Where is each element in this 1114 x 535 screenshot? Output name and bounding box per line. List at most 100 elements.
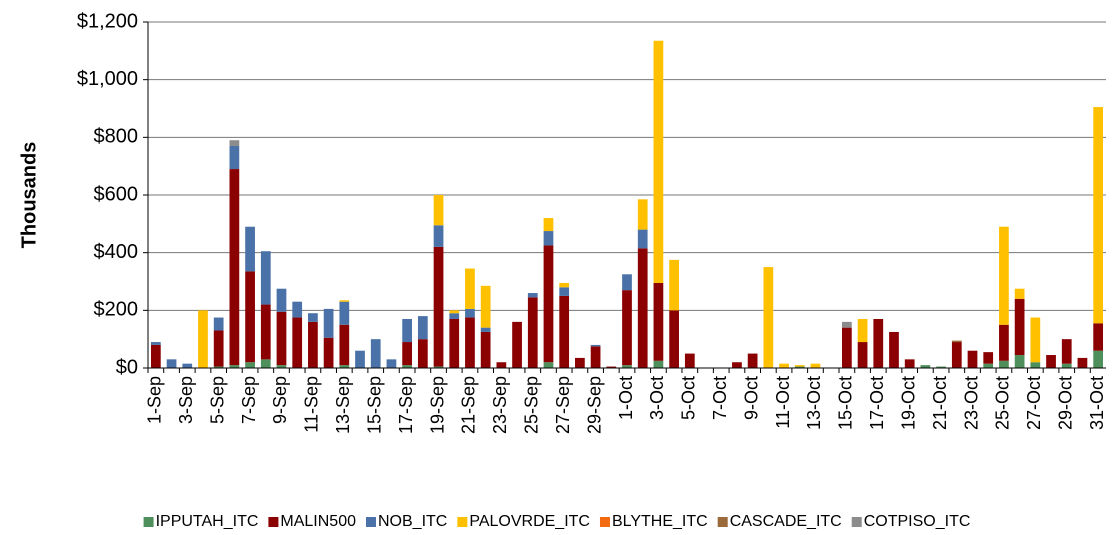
legend-swatch <box>851 517 862 527</box>
bar-segment <box>1061 339 1072 364</box>
legend-label: NOB_ITC <box>378 513 447 530</box>
bar-segment <box>496 362 507 368</box>
y-tick-label: $200 <box>94 299 139 321</box>
bar-segment <box>229 140 240 146</box>
bar-segment <box>323 337 334 368</box>
x-tick-label: 19-Sep <box>427 376 447 434</box>
x-tick-label: 3-Oct <box>647 376 667 420</box>
bar-segment <box>292 317 303 368</box>
x-tick-label: 1-Sep <box>145 376 165 424</box>
bar-segment <box>842 321 852 328</box>
bar-segment <box>1014 298 1025 356</box>
bar-segment <box>543 362 554 368</box>
bar-segment <box>779 363 789 368</box>
bar-segment <box>873 318 884 368</box>
bar-segment <box>951 342 962 368</box>
bar-segment <box>512 321 522 368</box>
x-tick-label: 11-Oct <box>773 376 793 429</box>
bar-segment <box>983 352 994 364</box>
bar-segment <box>292 301 303 318</box>
legend-swatch <box>599 517 610 527</box>
bar-segment <box>355 350 365 368</box>
bar-segment <box>590 344 601 347</box>
bar-segment <box>622 274 632 291</box>
bar-segment <box>229 169 240 366</box>
bar-segment <box>245 271 255 363</box>
bar-segment <box>166 359 177 368</box>
x-tick-label: 13-Sep <box>333 376 353 434</box>
bar-segment <box>198 310 208 368</box>
bar-segment <box>1046 355 1056 368</box>
bar-segment <box>559 295 570 368</box>
bar-segment <box>794 366 805 368</box>
bar-segment <box>606 366 617 368</box>
bar-segment <box>402 318 412 343</box>
bar-segment <box>308 313 318 322</box>
bar-segment <box>480 327 491 332</box>
bar-segment <box>339 300 350 302</box>
bar-segment <box>999 324 1009 361</box>
bar-segment <box>637 229 648 249</box>
bar-segment <box>260 251 271 305</box>
bar-segment <box>622 290 632 366</box>
bar-segment <box>842 327 852 368</box>
bar-segment <box>747 353 758 368</box>
bar-segment <box>1014 288 1025 299</box>
x-tick-label: 5-Sep <box>207 376 227 424</box>
bar-segment <box>794 365 805 367</box>
bar-segment <box>213 366 224 368</box>
y-tick-label: $600 <box>94 183 139 205</box>
legend-label: PALOVRDE_ITC <box>469 513 590 530</box>
bar-segment <box>260 359 271 368</box>
x-tick-label: 9-Oct <box>741 376 761 420</box>
x-tick-label: 15-Sep <box>364 376 384 434</box>
bar-segment <box>1030 362 1041 368</box>
bar-segment <box>245 226 255 272</box>
bar-segment <box>465 308 475 318</box>
bar-segment <box>1093 323 1104 351</box>
bar-segment <box>732 362 742 368</box>
x-tick-label: 31-Oct <box>1087 376 1107 430</box>
y-tick-label: $1,000 <box>77 68 138 90</box>
bar-segment <box>417 339 428 368</box>
x-tick-label: 23-Sep <box>490 376 510 434</box>
bar-segment <box>543 245 554 363</box>
bar-segment <box>1061 363 1072 368</box>
bar-segment <box>213 317 224 331</box>
bar-segment <box>150 344 161 368</box>
bar-segment <box>182 363 193 368</box>
bar-segment <box>402 342 412 366</box>
y-tick-label: $800 <box>94 126 139 148</box>
legend-label: BLYTHE_ITC <box>612 513 708 530</box>
x-tick-label: 23-Oct <box>961 376 981 430</box>
bar-segment <box>433 195 444 226</box>
x-tick-label: 15-Oct <box>836 376 856 430</box>
x-tick-label: 19-Oct <box>898 376 918 430</box>
y-axis-label: Thousands <box>18 142 40 249</box>
bar-segment <box>449 310 460 314</box>
x-tick-label: 29-Sep <box>584 376 604 434</box>
bar-segment <box>559 287 570 296</box>
legend-label: COTPISO_ITC <box>864 513 971 530</box>
x-tick-label: 1-Oct <box>616 376 636 420</box>
bar-segment <box>857 318 868 343</box>
bar-segment <box>575 357 585 368</box>
bar-segment <box>936 366 946 368</box>
bar-segment <box>653 360 664 368</box>
bar-segment <box>480 285 491 328</box>
legend-swatch <box>717 517 728 527</box>
bar-segment <box>449 313 460 319</box>
bar-segment <box>653 282 664 361</box>
bar-segment <box>559 282 570 288</box>
bar-segment <box>951 340 962 343</box>
bar-segment <box>653 40 664 283</box>
bar-segment <box>449 318 460 368</box>
x-tick-label: 21-Sep <box>459 376 479 434</box>
bar-segment <box>276 365 287 368</box>
x-tick-label: 3-Sep <box>176 376 196 424</box>
bar-segment <box>1077 357 1088 368</box>
bar-segment <box>465 317 475 368</box>
legend-swatch <box>268 517 279 527</box>
x-tick-label: 27-Oct <box>1024 376 1044 430</box>
